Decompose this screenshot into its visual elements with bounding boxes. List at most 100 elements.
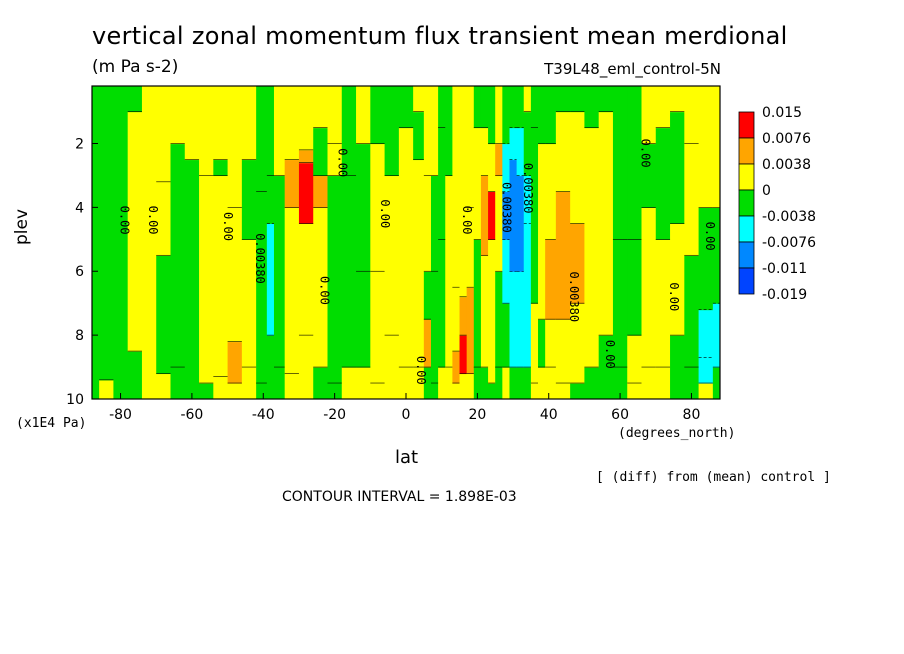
heatmap-cell [423,271,432,320]
heatmap-cell [398,367,414,399]
heatmap-cell [313,207,329,368]
legend-swatch [738,189,755,217]
heatmap-cell [502,143,511,192]
heatmap-cell [598,335,614,399]
heatmap-cell [430,86,439,177]
heatmap-cell [459,86,468,298]
heatmap-cell [488,191,496,240]
y-tick-label: 8 [75,328,84,344]
contour-label: 0.00 [414,356,428,385]
heatmap-cell [473,86,482,129]
heatmap-cell [584,86,600,129]
heatmap-cell [127,351,143,399]
legend-label: 0.015 [762,105,802,121]
heatmap-cell [423,319,432,368]
heatmap-cell [327,86,343,145]
heatmap-cell [127,111,143,352]
heatmap-cell [473,367,482,399]
heatmap-cell [384,335,400,399]
heatmap-cell [555,111,571,192]
heatmap-cell [530,86,539,129]
contour-label: 0.00 [703,222,717,251]
contour-label: 0.00380 [521,163,535,214]
y-axis-unit: (x1E4 Pa) [16,416,87,431]
contour-label: 0.00380 [567,272,581,323]
heatmap-cell [356,143,371,272]
x-tick-label: -60 [180,407,203,423]
heatmap-cell [199,86,214,177]
heatmap-cell [712,367,720,399]
heatmap-cell [298,335,314,399]
heatmap-cell [452,351,461,384]
heatmap-cell [555,191,571,320]
heatmap-cell [284,86,300,161]
heatmap-cell [523,223,532,368]
heatmap-cell [530,127,539,304]
heatmap-cell [313,86,329,129]
heatmap-cell [570,223,586,304]
heatmap-cell [384,175,400,336]
contour-label: 0.00 [146,206,160,235]
heatmap-cell [555,319,571,384]
heatmap-cell [698,309,714,359]
heatmap-cell [670,223,685,336]
heatmap-cell [495,143,503,177]
heatmap-cell [698,357,714,384]
legend-swatch [738,111,755,139]
run-id: T39L48_eml_control-5N [544,60,721,78]
legend-label: 0.0076 [762,131,811,147]
heatmap-cell [452,86,461,288]
heatmap-cell [502,367,511,399]
heatmap-cell [584,367,600,399]
plot-area [92,86,720,399]
heatmap-cell [598,86,614,113]
heatmap-cell [227,341,243,384]
x-tick-label: 80 [683,407,701,423]
heatmap-cell [641,367,657,399]
x-ticks: -80 -60 -40 -20 0 20 40 60 80 [109,393,700,423]
heatmap-cell [538,319,546,368]
heatmap-cell [627,335,643,384]
heatmap-cell [509,367,518,399]
heatmap-cell [480,175,489,256]
heatmap-cell [670,111,685,224]
heatmap-cell [452,287,461,352]
heatmap-cell [641,207,657,368]
heatmap-cell [459,335,468,375]
x-tick-label: 20 [468,407,486,423]
heatmap-cell [213,159,229,177]
heatmap-cell [473,239,482,368]
heatmap-cell [413,111,425,161]
heatmap-cell [584,127,600,368]
heatmap-cell [213,86,229,161]
heatmap-cell [495,271,503,368]
heatmap-cell [398,127,414,368]
heatmap-cell [156,255,172,375]
heatmap-cell [213,175,229,378]
heatmap-cell [170,367,186,399]
heatmap-cell [445,367,453,399]
heatmap-cell [370,143,386,272]
contour-label: 0.00 [317,276,331,305]
legend-swatch [738,267,755,295]
heatmap-cell [256,383,268,399]
heatmap-cell [641,143,657,208]
contour-label: 0.00 [378,199,392,228]
heatmap-cell [341,175,357,368]
heatmap-cell [459,373,468,399]
heatmap-cell [516,127,525,177]
heatmap-cell [370,383,386,399]
heatmap-cell [356,271,371,368]
y-tick-label: 4 [75,200,84,216]
heatmap-cell [523,111,532,177]
legend-label: 0.0038 [762,157,811,173]
heatmap-cell [502,191,511,240]
heatmap-cell [256,86,268,192]
heatmap-cell [298,86,314,151]
heatmap-cell [612,86,628,240]
heatmap-cell [430,383,439,399]
heatmap-cell [466,207,475,288]
heatmap-cell [327,175,343,384]
heatmap-cell [570,111,586,224]
heatmap-cell [384,86,400,177]
